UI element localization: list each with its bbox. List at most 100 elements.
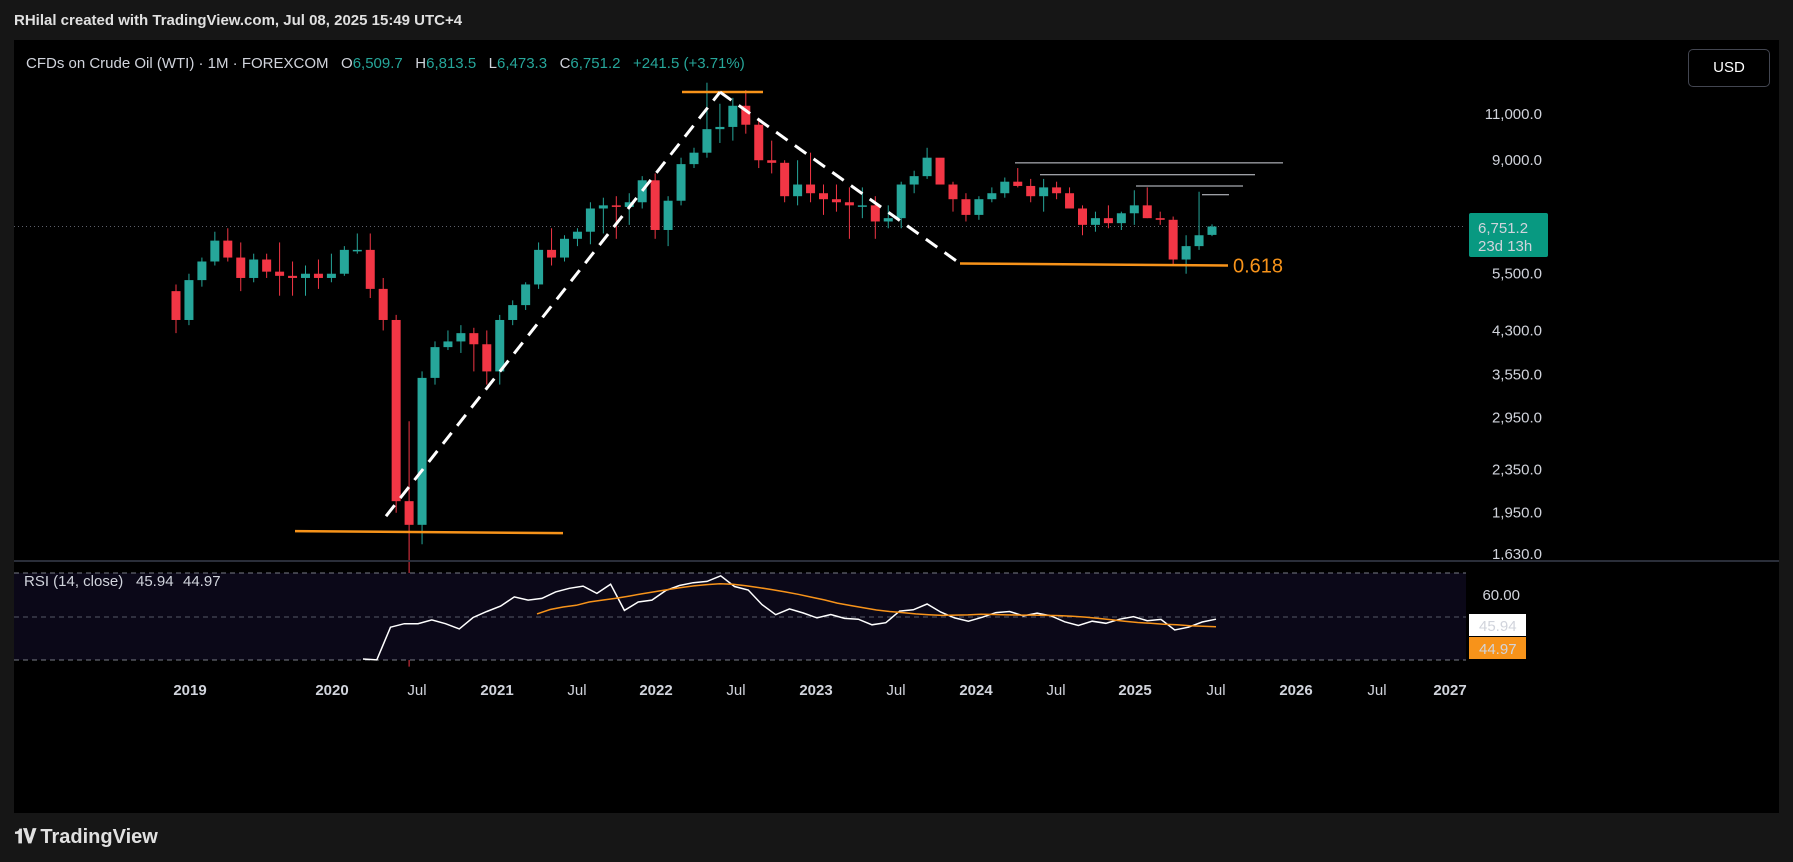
candle-body[interactable]: [948, 184, 958, 200]
candle-body[interactable]: [896, 184, 906, 219]
candle-body[interactable]: [1116, 213, 1126, 224]
candle-body[interactable]: [1078, 208, 1087, 225]
candle-body[interactable]: [974, 199, 984, 215]
candle-body[interactable]: [223, 240, 233, 258]
candle-body[interactable]: [365, 249, 375, 289]
candle-body[interactable]: [534, 249, 544, 285]
price-axis-tick: 2,950.0: [1492, 409, 1542, 426]
candle-body[interactable]: [1181, 246, 1191, 260]
rsi-line[interactable]: [362, 574, 1217, 661]
candle-body[interactable]: [560, 238, 569, 258]
candle-body[interactable]: [547, 249, 557, 258]
candle-body[interactable]: [275, 271, 285, 276]
candle-body[interactable]: [844, 202, 854, 206]
low-label: L: [488, 55, 498, 72]
candle-body[interactable]: [1142, 205, 1152, 219]
candle-body[interactable]: [637, 180, 647, 203]
candle-body[interactable]: [624, 202, 634, 207]
swing-line-up[interactable]: [384, 91, 722, 518]
change-value: +241.5 (+3.71%): [632, 55, 745, 72]
candle-body[interactable]: [456, 333, 466, 342]
fib-0618-line[interactable]: [959, 262, 1229, 267]
candle-body[interactable]: [339, 249, 349, 274]
candle-body[interactable]: [508, 305, 518, 320]
candle-body[interactable]: [1155, 218, 1165, 220]
candle-body[interactable]: [1168, 219, 1178, 260]
candle-body[interactable]: [857, 205, 867, 207]
candle-body[interactable]: [676, 164, 686, 201]
candle-body[interactable]: [417, 377, 427, 525]
rsi-label: RSI (14, close): [24, 573, 123, 590]
candle-body[interactable]: [689, 152, 699, 165]
candle-body[interactable]: [1090, 218, 1100, 225]
candle-body[interactable]: [663, 200, 673, 230]
rsi-ma-line[interactable]: [536, 583, 1217, 628]
candle-body[interactable]: [1000, 181, 1010, 194]
candle-body[interactable]: [469, 333, 479, 345]
candle-body[interactable]: [1065, 193, 1075, 209]
candle-body[interactable]: [210, 240, 220, 262]
candle-body[interactable]: [767, 160, 777, 163]
candle-body[interactable]: [391, 319, 401, 502]
fib-0618-label: 0.618: [1233, 256, 1283, 278]
candle-body[interactable]: [171, 291, 181, 320]
candle-body[interactable]: [313, 273, 323, 278]
candle-body[interactable]: [430, 347, 440, 378]
candle-body[interactable]: [521, 284, 531, 306]
candle-body[interactable]: [754, 124, 764, 161]
candle-body[interactable]: [961, 199, 971, 215]
candle-body[interactable]: [572, 231, 582, 239]
chart-panel[interactable]: [14, 40, 1779, 813]
close-value: 6,751.2: [570, 55, 621, 72]
candle-body[interactable]: [715, 126, 725, 130]
swing-line-down[interactable]: [719, 90, 961, 265]
candle-body[interactable]: [262, 259, 272, 272]
candle-body[interactable]: [702, 129, 712, 153]
candle-body[interactable]: [806, 184, 816, 194]
candle-body[interactable]: [1129, 205, 1139, 214]
support-line-2020-low[interactable]: [294, 529, 564, 535]
candle-body[interactable]: [585, 208, 595, 232]
candle-body[interactable]: [1103, 218, 1113, 224]
candle-body[interactable]: [819, 193, 828, 200]
candle-body[interactable]: [1026, 185, 1036, 197]
candle-body[interactable]: [249, 259, 259, 278]
candle-body[interactable]: [987, 193, 997, 200]
candle-body[interactable]: [326, 273, 336, 278]
candle-body[interactable]: [495, 319, 505, 372]
bottom-bar: [0, 813, 1793, 862]
candle-body[interactable]: [831, 199, 841, 203]
candle-body[interactable]: [197, 261, 207, 281]
candle-body[interactable]: [482, 344, 492, 372]
candle-body[interactable]: [1013, 181, 1023, 186]
candle-body[interactable]: [288, 275, 298, 278]
candle-body[interactable]: [184, 280, 194, 320]
candle-body[interactable]: [780, 162, 790, 197]
time-axis-tick: Jul: [567, 682, 586, 699]
candle-body[interactable]: [378, 288, 388, 320]
candle-body[interactable]: [1039, 187, 1049, 197]
candle-body[interactable]: [236, 257, 246, 278]
candle-body[interactable]: [611, 205, 621, 207]
candle-body[interactable]: [650, 180, 660, 230]
credit-text: RHilal created with TradingView.com, Jul…: [14, 12, 463, 29]
currency-button[interactable]: USD: [1688, 49, 1770, 87]
candle-body[interactable]: [728, 105, 738, 127]
candle-body[interactable]: [935, 157, 945, 185]
candle-body[interactable]: [870, 205, 880, 222]
candle-body[interactable]: [443, 341, 453, 348]
candle-body[interactable]: [922, 157, 932, 177]
candle-body[interactable]: [793, 184, 803, 197]
candle-body[interactable]: [1207, 226, 1217, 235]
candle-body[interactable]: [883, 218, 893, 222]
candle-body[interactable]: [301, 273, 310, 278]
candle-body[interactable]: [741, 105, 751, 125]
candle-body[interactable]: [1194, 235, 1204, 247]
candle-body[interactable]: [909, 176, 919, 185]
close-label: C: [559, 55, 571, 72]
candle-body[interactable]: [1052, 187, 1062, 194]
candle-body[interactable]: [598, 205, 608, 209]
candle-body[interactable]: [352, 249, 362, 252]
candle-body[interactable]: [404, 501, 414, 525]
